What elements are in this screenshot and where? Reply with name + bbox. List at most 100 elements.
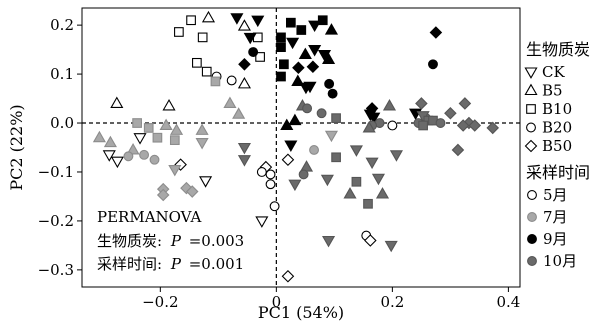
data-point [280, 118, 294, 131]
data-point [288, 113, 302, 126]
data-point [186, 15, 196, 26]
data-point [269, 201, 280, 212]
data-point [162, 98, 176, 111]
legend-time-label: 9月 [543, 230, 568, 248]
plot-frame [81, 7, 521, 288]
data-point [331, 113, 341, 123]
x-tick-label: 0 [272, 293, 282, 311]
data-point [223, 96, 237, 108]
data-point [255, 52, 265, 62]
data-point [170, 123, 184, 135]
data-point [367, 112, 381, 125]
data-point [308, 45, 322, 57]
data-point [132, 118, 142, 128]
data-point [324, 130, 339, 143]
permanova-annotation: PERMANOVA 生物质炭: P =0.003 采样时间: P =0.001 [97, 208, 244, 273]
y-tick-label: 0.1 [50, 65, 74, 83]
data-point [428, 59, 438, 70]
data-point [375, 187, 390, 199]
plot-area [81, 7, 521, 288]
annotation-time-label: 采样时间: [97, 255, 162, 273]
data-point [364, 234, 377, 247]
x-tick-label: 0.2 [380, 293, 404, 311]
data-point [371, 173, 385, 186]
data-point [429, 26, 443, 39]
legend-treatment-marker [526, 104, 536, 114]
data-point [256, 167, 267, 177]
legend-time-marker [527, 256, 537, 266]
data-point [159, 118, 173, 131]
data-point [324, 23, 339, 35]
legend-treatment-label: CK [542, 63, 565, 81]
legend-treatment-marker [526, 122, 536, 133]
data-point [201, 10, 216, 23]
data-point [363, 198, 373, 209]
legend-time-label: 5月 [543, 186, 568, 204]
data-point [276, 71, 286, 82]
annotation-time-value: =0.001 [189, 255, 245, 273]
legend-time-marker [527, 212, 537, 222]
data-point [237, 155, 251, 167]
data-point [292, 61, 305, 74]
data-point [298, 47, 312, 60]
data-point [276, 32, 286, 43]
data-point [226, 75, 237, 86]
y-tick-label: −0.2 [38, 212, 74, 230]
data-point [458, 97, 472, 110]
data-point [286, 37, 300, 50]
data-point [265, 179, 276, 190]
data-point [185, 185, 199, 198]
legend-treatment-label: B50 [542, 137, 572, 155]
data-point [152, 132, 163, 143]
data-point [237, 19, 251, 31]
annotation-title: PERMANOVA [97, 208, 202, 226]
x-axis-title: PC1 (54%) [258, 303, 344, 322]
data-point [199, 176, 213, 188]
data-point [251, 15, 265, 28]
data-point [384, 240, 398, 253]
legend-treatment-marker [524, 83, 538, 96]
legend-time-marker [527, 234, 537, 244]
data-point [327, 88, 338, 99]
data-point [238, 58, 251, 71]
data-point [139, 149, 150, 160]
legend-treatment-label: B20 [542, 119, 572, 137]
data-point [243, 32, 257, 45]
data-point [237, 142, 251, 155]
data-point [320, 174, 334, 187]
y-tick-label: 0.0 [50, 114, 74, 132]
data-point [382, 98, 397, 111]
data-point [365, 157, 379, 170]
data-point [435, 118, 446, 128]
data-point [316, 108, 327, 119]
annotation-treatment-stat: P [170, 232, 182, 250]
legend-treatment-marker [524, 139, 538, 153]
data-point [149, 154, 160, 165]
data-point [276, 42, 286, 53]
data-point [288, 179, 302, 192]
data-points [92, 10, 500, 283]
axes: −0.2 0 0.2 0.4 −0.3 −0.2 −0.1 0.0 0.1 0.2 PC1 (54%… [7, 16, 520, 322]
data-point [237, 76, 251, 89]
y-tick-label: −0.1 [38, 163, 74, 181]
data-point [169, 135, 180, 146]
data-point [197, 32, 208, 43]
data-point [302, 103, 313, 114]
data-point [451, 143, 465, 157]
annotation-treatment-label: 生物质炭: [97, 232, 162, 250]
data-point [279, 59, 289, 70]
legend-treatment-title: 生物质炭 [526, 40, 590, 59]
data-point [296, 25, 307, 35]
annotation-time-stat: P [170, 255, 182, 273]
x-tick-label: 0.4 [496, 293, 520, 311]
data-point [92, 130, 106, 143]
data-point [102, 150, 116, 162]
data-point [284, 140, 298, 152]
data-point [362, 121, 376, 133]
data-point [418, 120, 428, 131]
legend-treatment-label: B10 [542, 100, 572, 118]
data-point [156, 188, 170, 202]
data-point [174, 27, 184, 37]
